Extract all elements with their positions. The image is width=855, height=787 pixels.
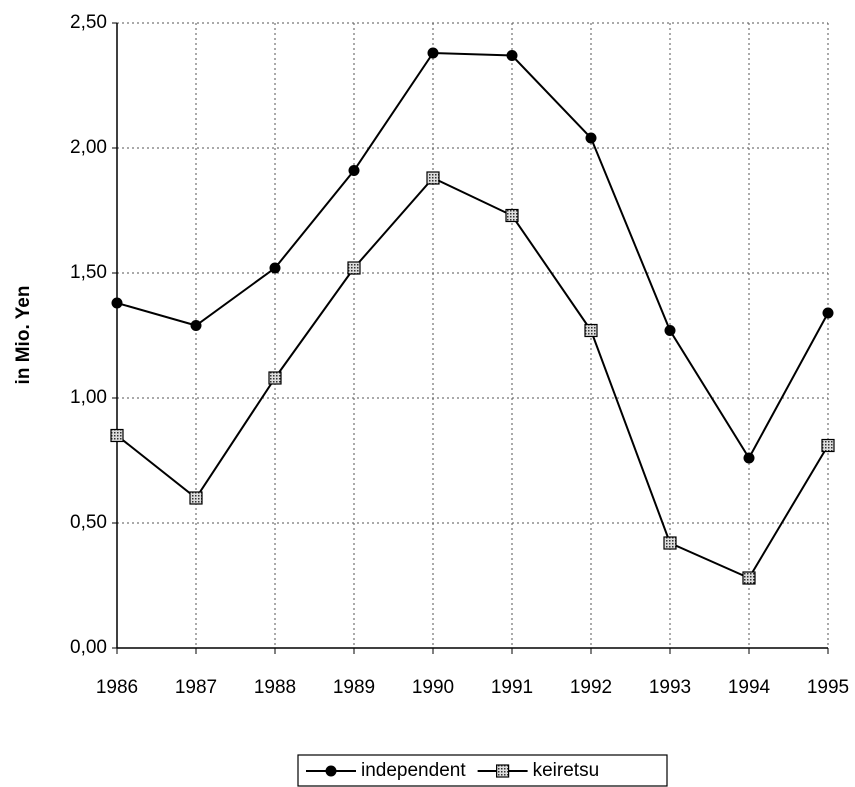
legend-label: keiretsu [533, 760, 600, 781]
data-point [742, 571, 756, 585]
legend-marker [496, 764, 510, 778]
x-tick-label: 1992 [570, 677, 612, 698]
y-tick-label: 2,50 [70, 12, 107, 33]
data-point [743, 452, 755, 464]
x-tick-label: 1994 [728, 677, 771, 698]
data-point [506, 50, 518, 61]
data-point [111, 297, 123, 309]
x-tick-label: 1988 [254, 677, 296, 698]
series-line [116, 176, 829, 580]
y-tick-label: 0,00 [70, 637, 107, 658]
x-tick-label: 1986 [96, 677, 138, 698]
data-point [190, 320, 202, 331]
data-point [505, 208, 519, 223]
x-tick-label: 1987 [175, 677, 217, 698]
y-tick-label: 1,00 [70, 387, 107, 408]
x-tick-label: 1995 [807, 677, 849, 698]
data-point [268, 371, 282, 385]
data-point [584, 323, 598, 338]
y-tick-label: 2,00 [70, 137, 107, 158]
series-line [116, 51, 829, 460]
data-point [585, 132, 597, 144]
y-axis-title: in Mio. Yen [13, 286, 34, 385]
data-point [348, 165, 360, 176]
legend-marker [325, 765, 337, 777]
data-point [189, 491, 203, 505]
data-point [110, 428, 124, 443]
x-tick-label: 1991 [491, 677, 533, 698]
data-point [347, 261, 361, 275]
x-tick-label: 1989 [333, 677, 375, 698]
data-point [821, 438, 835, 453]
x-tick-label: 1990 [412, 677, 454, 698]
y-tick-label: 1,50 [70, 262, 107, 283]
data-point [269, 262, 281, 274]
data-point [426, 171, 440, 185]
data-point [663, 536, 677, 550]
data-point [427, 47, 439, 59]
legend-label: independent [361, 760, 466, 781]
x-tick-label: 1993 [649, 677, 691, 698]
data-point [664, 325, 676, 336]
data-point [822, 307, 834, 319]
y-tick-label: 0,50 [70, 512, 107, 533]
